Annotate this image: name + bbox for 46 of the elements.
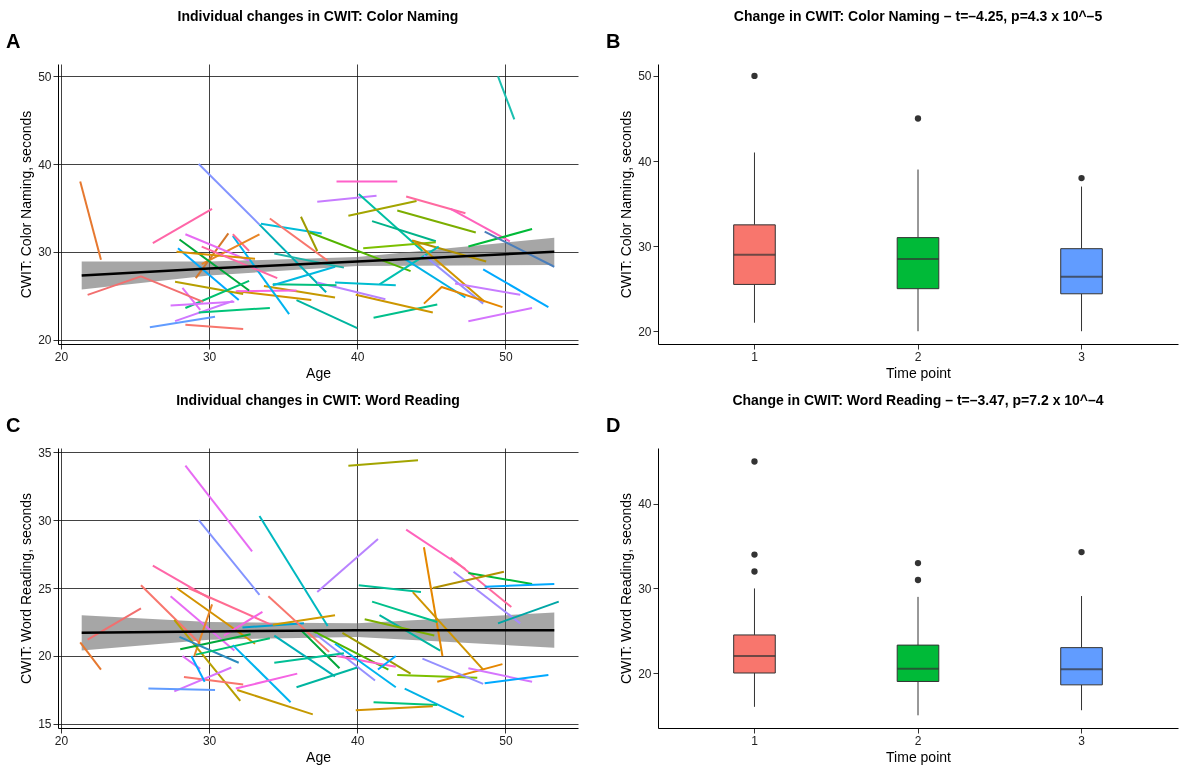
y-tick-label: 25 bbox=[38, 581, 52, 596]
y-tick-label: 30 bbox=[38, 513, 52, 528]
text: A bbox=[6, 30, 21, 52]
x-tick-label: 50 bbox=[499, 349, 513, 364]
y-tick-label: 50 bbox=[638, 69, 652, 84]
x-tick-label: 20 bbox=[54, 349, 69, 364]
x-tick-label: 2 bbox=[914, 349, 922, 364]
y-tick-label: 40 bbox=[638, 497, 652, 512]
x-tick-label: 40 bbox=[351, 733, 365, 748]
chart-title: Individual changes in CWIT: Color Naming bbox=[177, 8, 459, 24]
y-axis-title: CWIT: Color Naming, seconds bbox=[618, 110, 635, 299]
x-tick-label: 1 bbox=[751, 733, 759, 748]
x-axis-title: Age bbox=[306, 364, 332, 381]
y-tick-label: 50 bbox=[38, 69, 52, 84]
y-tick-label: 20 bbox=[38, 649, 52, 664]
x-tick-label: 3 bbox=[1078, 733, 1086, 748]
y-tick-label: 20 bbox=[638, 666, 652, 681]
x-tick-label: 50 bbox=[499, 733, 513, 748]
chart-title: Change in CWIT: Word Reading – t=–3.47, p=7.2 x 10^–4 bbox=[732, 392, 1104, 408]
y-tick-label: 40 bbox=[638, 154, 652, 169]
y-axis-title: CWIT: Word Reading, seconds bbox=[618, 492, 635, 685]
x-tick-label: 30 bbox=[202, 349, 217, 364]
chart-title: Individual changes in CWIT: Word Reading bbox=[176, 392, 460, 408]
y-axis-title: CWIT: Color Naming, seconds bbox=[18, 110, 35, 299]
y-tick-label: 30 bbox=[638, 581, 652, 596]
text: D bbox=[606, 414, 621, 436]
text: B bbox=[606, 30, 621, 52]
y-tick-label: 15 bbox=[38, 717, 52, 732]
y-tick-label: 35 bbox=[38, 445, 52, 460]
y-tick-label: 40 bbox=[38, 157, 52, 172]
x-tick-label: 40 bbox=[351, 349, 365, 364]
y-tick-label: 30 bbox=[638, 239, 652, 254]
x-tick-label: 1 bbox=[751, 349, 759, 364]
x-axis-title: Age bbox=[306, 748, 332, 765]
y-axis-title: CWIT: Word Reading, seconds bbox=[18, 492, 35, 685]
x-axis-title: Time point bbox=[886, 364, 952, 381]
text: C bbox=[6, 414, 21, 436]
chart-title: Change in CWIT: Color Naming – t=–4.25, p=4.3 x 10^–5 bbox=[733, 8, 1103, 24]
y-tick-label: 20 bbox=[38, 333, 52, 348]
x-tick-label: 20 bbox=[54, 733, 69, 748]
x-tick-label: 3 bbox=[1078, 349, 1086, 364]
x-tick-label: 2 bbox=[914, 733, 922, 748]
y-tick-label: 30 bbox=[38, 245, 52, 260]
y-tick-label: 20 bbox=[638, 324, 652, 339]
x-axis-title: Time point bbox=[886, 748, 952, 765]
x-tick-label: 30 bbox=[202, 733, 217, 748]
